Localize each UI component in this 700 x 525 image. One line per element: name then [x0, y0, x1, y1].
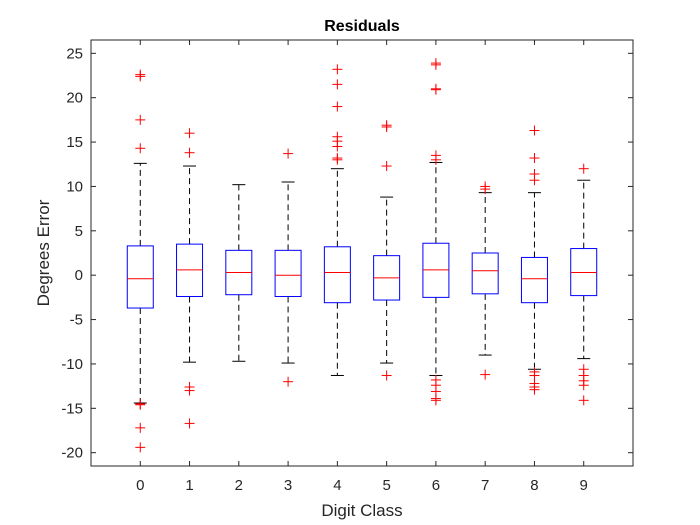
iqr-box	[126, 245, 154, 309]
axes-frame	[90, 39, 634, 467]
outlier-marker	[332, 64, 343, 75]
outlier-marker	[184, 147, 195, 158]
y-tick-label: -5	[70, 312, 83, 329]
y-tick-label: -20	[61, 445, 83, 462]
outlier-marker	[135, 143, 146, 154]
outlier-marker	[578, 395, 589, 406]
iqr-box	[471, 252, 499, 295]
box-group-5	[373, 120, 401, 381]
outlier-marker	[529, 175, 540, 186]
outlier-marker	[430, 395, 441, 406]
chart-title: Residuals	[324, 18, 400, 35]
outlier-marker	[381, 121, 392, 132]
y-tick-label: 25	[66, 45, 83, 62]
y-tick-label: 10	[66, 178, 83, 195]
box-group-1	[176, 128, 204, 429]
outlier-marker	[430, 154, 441, 165]
x-tick-label: 1	[185, 477, 193, 494]
outlier-marker	[480, 184, 491, 195]
outlier-marker	[381, 161, 392, 172]
iqr-box	[520, 256, 548, 304]
y-axis-label: Degrees Error	[34, 199, 53, 306]
box-group-7	[471, 181, 499, 380]
outlier-marker	[135, 114, 146, 125]
box-group-9	[570, 163, 598, 406]
outlier-marker	[135, 399, 146, 410]
outlier-marker	[332, 101, 343, 112]
outlier-marker	[430, 59, 441, 70]
outlier-marker	[578, 380, 589, 391]
iqr-box	[274, 249, 302, 297]
outlier-marker	[381, 370, 392, 381]
outlier-marker	[184, 418, 195, 429]
box-group-8	[520, 125, 548, 395]
outlier-marker	[184, 128, 195, 139]
x-tick-label: 9	[580, 477, 588, 494]
box-group-0	[126, 69, 154, 453]
x-axis-label: Digit Class	[321, 501, 402, 520]
box-group-3	[274, 148, 302, 387]
outlier-marker	[430, 84, 441, 95]
outlier-marker	[332, 79, 343, 90]
y-tick-label: -15	[61, 400, 83, 417]
outlier-marker	[332, 141, 343, 152]
y-tick-label: -10	[61, 356, 83, 373]
outlier-marker	[529, 153, 540, 164]
outlier-marker	[135, 71, 146, 82]
outlier-marker	[283, 148, 294, 159]
x-tick-label: 0	[136, 477, 144, 494]
iqr-box	[323, 246, 351, 304]
y-tick-label: 5	[75, 223, 83, 240]
outlier-marker	[184, 385, 195, 396]
y-tick-label: 20	[66, 90, 83, 107]
x-tick-label: 8	[530, 477, 538, 494]
box-marks	[126, 58, 598, 453]
x-tick-label: 7	[481, 477, 489, 494]
outlier-marker	[135, 422, 146, 433]
outlier-marker	[578, 163, 589, 174]
outlier-marker	[283, 376, 294, 387]
axis-ticks: -20 -15 -10 -5 0 5 10 15 20 25 0 1 2 3 4 5 6 7 8 9	[61, 40, 633, 494]
box-group-4	[323, 64, 351, 376]
box-group-6	[422, 58, 450, 406]
y-tick-label: 15	[66, 134, 83, 151]
box-group-2	[225, 184, 253, 362]
outlier-marker	[529, 384, 540, 395]
plot-area	[91, 40, 633, 466]
outlier-marker	[332, 154, 343, 165]
x-tick-label: 6	[432, 477, 440, 494]
outlier-marker	[480, 369, 491, 380]
x-tick-label: 5	[382, 477, 390, 494]
x-tick-label: 4	[333, 477, 341, 494]
x-tick-label: 3	[284, 477, 292, 494]
outlier-marker	[529, 125, 540, 136]
x-tick-label: 2	[235, 477, 243, 494]
y-tick-label: 0	[75, 267, 83, 284]
outlier-marker	[135, 442, 146, 453]
